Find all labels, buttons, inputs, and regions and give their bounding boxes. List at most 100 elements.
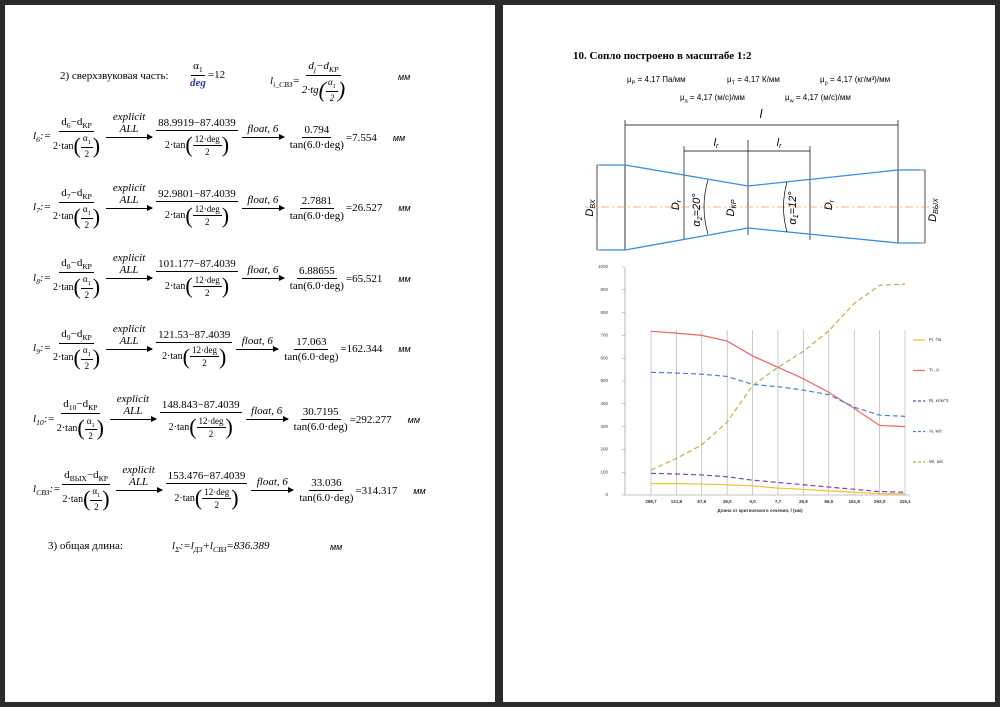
num-part: 9 bbox=[66, 332, 71, 342]
angle-arc bbox=[703, 179, 709, 235]
den-paren: ( bbox=[189, 414, 197, 440]
inner-num: 12·deg bbox=[194, 204, 220, 215]
num-part: КР bbox=[82, 262, 92, 272]
value-frac-num: 30.7195 bbox=[300, 406, 341, 421]
scale: μT = 4,17 К/мм bbox=[727, 75, 780, 87]
den-paren: ( bbox=[194, 485, 203, 510]
x-tick-label: 298,7 bbox=[645, 499, 657, 504]
scale: μP = 4,17 Па/мм bbox=[627, 75, 686, 87]
den-paren: ( bbox=[182, 343, 190, 369]
alpha-part: α bbox=[82, 274, 88, 285]
scale-part: = 4,17 Па/мм bbox=[635, 75, 686, 84]
den-inner-num: α1 bbox=[84, 416, 97, 431]
num-part: d bbox=[308, 60, 314, 72]
legend-label: Wi, м/с bbox=[929, 459, 944, 464]
dim-label-part: 2 bbox=[696, 216, 704, 221]
num: d7−dКР bbox=[61, 187, 91, 201]
lhs-part: := bbox=[39, 271, 51, 284]
dim-label-part: =12° bbox=[787, 191, 799, 215]
num-part: −d bbox=[86, 468, 99, 481]
arrow-label: explicit ALL bbox=[106, 111, 152, 135]
deg: deg bbox=[190, 77, 206, 90]
lhs-part: := bbox=[39, 342, 51, 355]
arrow: float, 6 bbox=[251, 476, 295, 493]
den-inner: α1 2 bbox=[80, 133, 93, 159]
lhs-part: 7 bbox=[36, 206, 40, 216]
symbolic-frac-num: d6−dКР bbox=[59, 116, 94, 133]
den-inner-den: 2 bbox=[203, 216, 212, 227]
x-tick-label: 121,8 bbox=[671, 499, 683, 504]
den-paren: ) bbox=[337, 77, 346, 103]
two: 2 bbox=[88, 431, 93, 442]
den-pre: 2·tan bbox=[168, 421, 190, 433]
num: d9−dКР bbox=[61, 328, 92, 342]
scale-part: P bbox=[631, 80, 636, 87]
value-frac-den: tan(6.0·deg) bbox=[288, 138, 346, 151]
den-paren: ( bbox=[73, 344, 81, 370]
den-inner-den: 2 bbox=[83, 148, 92, 159]
arrow-label: explicit ALL bbox=[116, 464, 162, 488]
scale-part: = 4,17 (м/с)/мм bbox=[687, 93, 745, 102]
den-paren: ) bbox=[102, 486, 110, 512]
den-inner-num: α1 bbox=[80, 204, 93, 219]
dim-label-part: r bbox=[675, 199, 683, 202]
result: =292.277 bbox=[349, 413, 392, 426]
num-part: КР bbox=[82, 121, 92, 131]
arrow: float, 6 bbox=[241, 123, 285, 140]
dim-label-part: 1 bbox=[792, 214, 800, 218]
nozzle-wall-bottom bbox=[600, 227, 920, 251]
scale: μa = 4,17 (м/с)/мм bbox=[680, 93, 745, 105]
alpha-part: 1 bbox=[97, 491, 101, 499]
value-frac-num: 0.794 bbox=[302, 124, 332, 138]
dim-label-part: КР bbox=[730, 199, 738, 208]
den-pre: 2·tan bbox=[164, 139, 186, 151]
dim-label-part: ВЫХ bbox=[932, 198, 940, 214]
total-formula: lΣ:=lДЗ+lСВЗ=836.389 bbox=[172, 540, 270, 554]
num-part: КР bbox=[82, 332, 92, 342]
den-inner: α1 2 bbox=[80, 274, 93, 301]
arrow: float, 6 bbox=[241, 264, 285, 282]
den-paren: ) bbox=[221, 273, 230, 299]
two: 2 bbox=[84, 290, 90, 301]
den-paren: ( bbox=[185, 132, 193, 157]
scale: μT = 4,17 К/мм bbox=[727, 75, 780, 87]
alpha-part: 1 bbox=[91, 421, 95, 429]
value: 30.7195 bbox=[302, 406, 339, 419]
numeric-frac-den: 2·tan(12·deg 2) bbox=[163, 272, 231, 299]
two: 2 bbox=[214, 499, 219, 510]
scale-part: μ bbox=[727, 75, 732, 84]
x-tick-label: 66,5 bbox=[824, 499, 833, 504]
total: lΣ:=lДЗ+lСВЗ=836.389 bbox=[172, 540, 270, 554]
keyword: float, 6 bbox=[247, 264, 279, 277]
dim-label: Dr bbox=[823, 199, 836, 210]
scale-part: T bbox=[731, 80, 736, 87]
x-tick-label: 67,6 bbox=[697, 499, 706, 504]
num-part: d bbox=[61, 257, 67, 270]
lhs: l10:= bbox=[33, 413, 55, 427]
den-pre: 2·tan bbox=[53, 281, 74, 293]
dim-label: α1=12° bbox=[787, 191, 800, 225]
num-part: 8 bbox=[66, 262, 71, 272]
two: 2 bbox=[208, 428, 214, 439]
dim-label: lr bbox=[777, 137, 782, 150]
den-pre: 2·tan bbox=[53, 352, 74, 364]
value-frac-num: 17.063 bbox=[294, 336, 329, 350]
expr: 88.9919−87.4039 bbox=[158, 117, 236, 129]
alpha-part: α bbox=[92, 486, 98, 497]
x-tick-label: 161,8 bbox=[849, 499, 861, 504]
num-part: КР bbox=[88, 403, 98, 413]
arrow: explicit ALL bbox=[106, 182, 154, 211]
den-inner-num: 12·deg bbox=[192, 275, 222, 287]
result: =65.521 bbox=[345, 272, 383, 285]
value-frac: 30.7195 tan(6.0·deg) bbox=[292, 406, 350, 433]
x-tick-label: 26,9 bbox=[799, 499, 808, 504]
den-inner-num: α1 bbox=[80, 274, 93, 290]
series-line bbox=[650, 371, 906, 417]
formula-row: l10:= d10−dКР 2·tan(α1 2) explicit ALL 148.843… bbox=[33, 392, 420, 447]
symbolic-frac-den: 2·tan(α1 2) bbox=[51, 132, 102, 159]
formula-frac: dj−dКР 2·tg(α1 2) bbox=[300, 60, 347, 103]
alpha: α1 bbox=[83, 345, 91, 358]
symbolic-frac-num: dВЫХ−dКР bbox=[62, 468, 111, 486]
tan-const: tan(6.0·deg) bbox=[289, 139, 344, 151]
arrow-label: explicit ALL bbox=[110, 393, 156, 417]
